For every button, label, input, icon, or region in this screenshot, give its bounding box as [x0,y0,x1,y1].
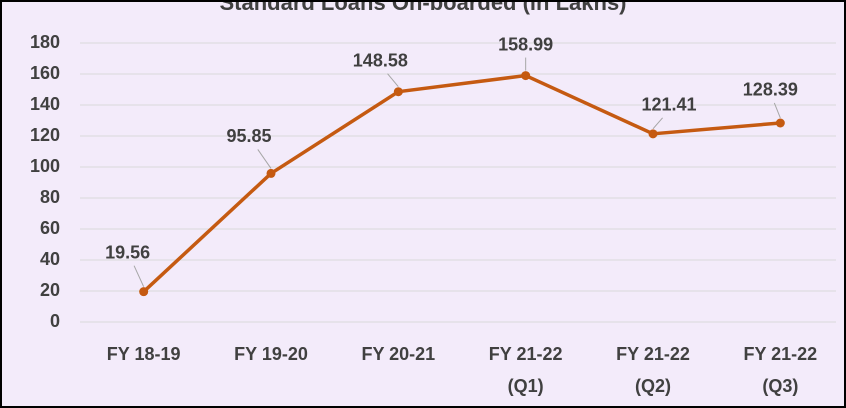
data-label: 121.41 [641,95,696,115]
x-tick-label: FY 21-22 (Q3) [743,344,818,396]
y-tick-label: 100 [30,156,60,176]
x-tick-label: FY 21-22 (Q1) [488,344,563,396]
leader-line [387,73,399,88]
x-tick-label: FY 21-22 (Q2) [616,344,690,396]
y-tick-label: 60 [40,218,60,238]
y-tick-label: 120 [30,125,60,145]
data-label: 19.56 [105,242,150,262]
line [142,73,781,293]
y-tick-label: 0 [50,311,60,331]
data-label: 95.85 [226,126,271,146]
leader-line [652,117,663,130]
leader-line [773,102,781,119]
marker [266,168,276,178]
chart-title: Standard Loans On-boarded (in Lakhs) [219,2,626,15]
marker [521,71,531,81]
data-label: 158.99 [498,34,553,54]
y-tick-label: 40 [40,249,60,269]
marker [775,118,785,128]
y-tick-label: 160 [30,63,60,83]
y-tick-label: 80 [40,187,60,207]
marker [648,129,658,139]
leader-line [257,149,272,169]
y-tick-label: 20 [40,280,60,300]
marker [139,287,149,297]
y-tick-label: 180 [30,32,60,52]
leader-line [133,265,145,287]
data-label: 128.39 [743,80,798,100]
y-tick-label: 140 [30,94,60,114]
x-tick-label: FY 18-19 [106,344,181,364]
marker [393,87,403,97]
x-tick-label: FY 19-20 [234,344,308,364]
x-tick-label: FY 20-21 [361,344,436,364]
data-label: 148.58 [353,50,408,70]
